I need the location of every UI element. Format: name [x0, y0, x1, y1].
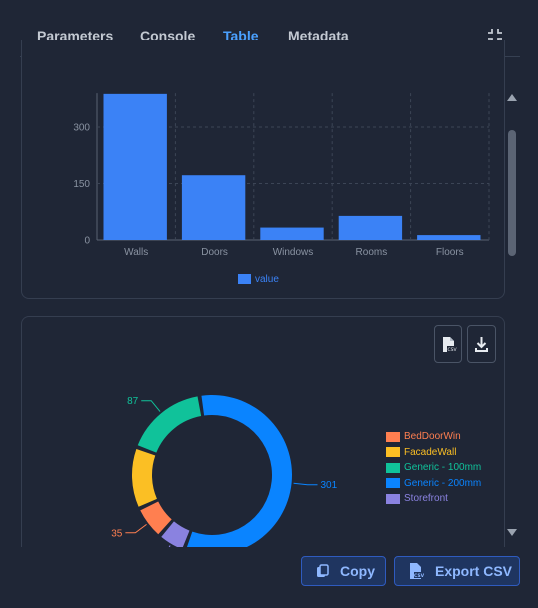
slice-leader-line	[141, 400, 161, 412]
bar-chart-panel: 0 150 300 Walls Doors Windows Rooms Floors valu…	[21, 40, 505, 299]
legend-item-generic-200mm[interactable]: Generic - 200mm	[386, 476, 481, 492]
bar[interactable]	[181, 175, 246, 240]
donut-slice[interactable]	[186, 395, 292, 547]
slice-leader-line	[293, 482, 318, 486]
donut-chart-panel: 301293587	[21, 316, 505, 547]
y-tick-label: 300	[73, 123, 90, 134]
download-icon	[475, 337, 488, 352]
legend-label: BedDoorWin	[404, 431, 461, 443]
legend-label: FacadeWall	[404, 446, 457, 458]
legend-swatch	[386, 431, 400, 442]
donut-slice[interactable]	[161, 521, 190, 547]
bar[interactable]	[103, 93, 167, 240]
donut-slice[interactable]	[137, 396, 202, 453]
export-csv-label: Export CSV	[435, 563, 513, 579]
slice-leader-line	[125, 523, 147, 534]
legend-item-storefront[interactable]: Storefront	[386, 491, 481, 507]
copy-icon	[317, 564, 329, 577]
slice-leader-line	[168, 545, 171, 547]
bar-chart: 0 150 300 Walls Doors Windows Rooms Floors valu…	[73, 93, 490, 285]
donut-chart: 301293587	[111, 395, 338, 547]
legend-swatch	[386, 462, 400, 473]
scrollbar[interactable]	[506, 90, 518, 540]
x-tick-label: Walls	[124, 247, 148, 258]
x-tick-label: Doors	[201, 247, 228, 258]
csv-file-icon: CSV	[443, 337, 457, 353]
scroll-thumb[interactable]	[508, 130, 516, 256]
x-tick-label: Floors	[436, 247, 464, 258]
legend-swatch[interactable]	[238, 274, 251, 284]
legend-label[interactable]: value	[255, 274, 279, 285]
legend-item-facadewall[interactable]: FacadeWall	[386, 445, 481, 461]
bar[interactable]	[260, 227, 324, 240]
export-csv-icon-button[interactable]: CSV	[434, 325, 462, 363]
svg-text:CSV: CSV	[447, 347, 457, 353]
donut-slice[interactable]	[132, 448, 157, 507]
slice-value-label: 35	[111, 528, 123, 539]
y-tick-label: 0	[84, 236, 90, 247]
bar[interactable]	[417, 235, 481, 240]
svg-text:CSV: CSV	[414, 573, 425, 579]
legend-swatch	[386, 447, 400, 458]
copy-button[interactable]: Copy	[301, 556, 386, 586]
legend-swatch	[386, 478, 400, 489]
donut-slice[interactable]	[140, 501, 172, 535]
x-tick-label: Windows	[273, 247, 314, 258]
legend-label: Generic - 200mm	[404, 477, 482, 489]
legend-swatch	[386, 493, 400, 504]
x-tick-label: Rooms	[356, 247, 388, 258]
csv-file-icon: CSV	[410, 563, 425, 579]
legend-label: Generic - 100mm	[404, 462, 482, 474]
copy-label: Copy	[340, 563, 375, 579]
y-tick-label: 150	[73, 179, 90, 190]
legend-item-beddoorwin[interactable]: BedDoorWin	[386, 429, 481, 445]
download-button[interactable]	[467, 325, 496, 363]
scroll-up-arrow-icon[interactable]	[507, 94, 517, 101]
scroll-down-arrow-icon[interactable]	[507, 529, 517, 536]
export-csv-button[interactable]: CSV Export CSV	[394, 556, 520, 586]
legend-item-generic-100mm[interactable]: Generic - 100mm	[386, 460, 481, 476]
donut-legend: BedDoorWin FacadeWall Generic - 100mm Ge…	[386, 429, 481, 507]
slice-value-label: 87	[127, 396, 139, 407]
slice-value-label: 301	[321, 480, 338, 491]
bar[interactable]	[338, 215, 403, 240]
legend-label: Storefront	[404, 493, 448, 505]
